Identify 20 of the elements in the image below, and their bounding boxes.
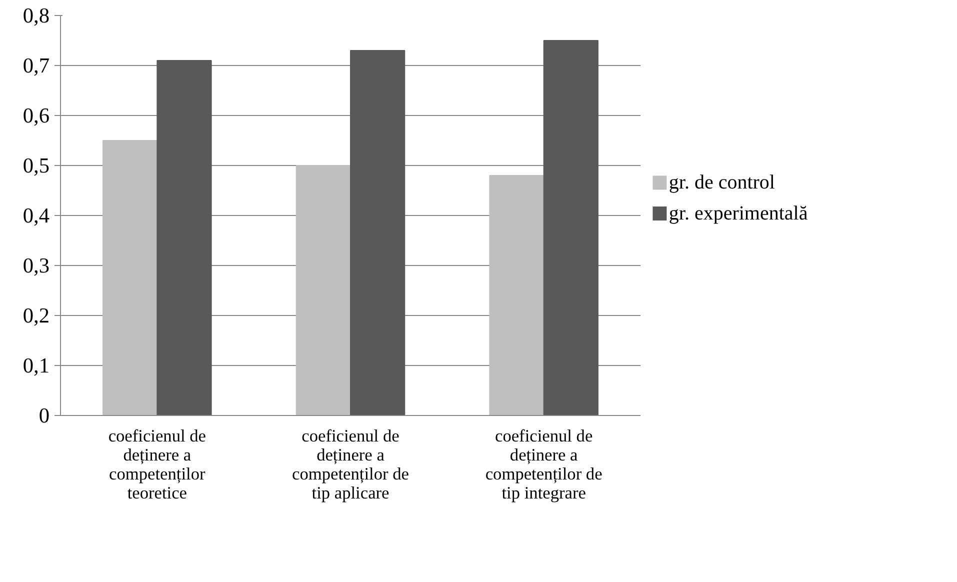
- bar: [156, 60, 212, 416]
- bar: [296, 165, 351, 416]
- bar: [543, 40, 598, 416]
- x-tick-label: coeficienul de deținere a competenților de tip aplicare: [292, 426, 410, 502]
- y-tick-label: 0,8: [22, 4, 50, 28]
- legend-label: gr. experimentală: [668, 202, 808, 224]
- y-tick-label: 0,1: [22, 354, 50, 378]
- y-tick-label: 0,4: [22, 204, 50, 228]
- y-tick-label: 0,6: [22, 104, 50, 128]
- x-tick-label: coeficienul de deținere a competenților teoretice: [108, 426, 206, 502]
- y-tick-label: 0: [38, 404, 50, 428]
- y-tick-label: 0,5: [22, 154, 50, 178]
- y-tick-label: 0,2: [22, 304, 50, 328]
- bar: [102, 140, 158, 416]
- y-tick-label: 0,3: [22, 254, 50, 278]
- y-tick-label: 0,7: [22, 54, 50, 78]
- x-tick-label: coeficienul de deținere a competenților de tip integrare: [485, 426, 603, 502]
- bar: [350, 50, 406, 416]
- legend-label: gr. de control: [668, 172, 776, 194]
- bar: [489, 175, 544, 416]
